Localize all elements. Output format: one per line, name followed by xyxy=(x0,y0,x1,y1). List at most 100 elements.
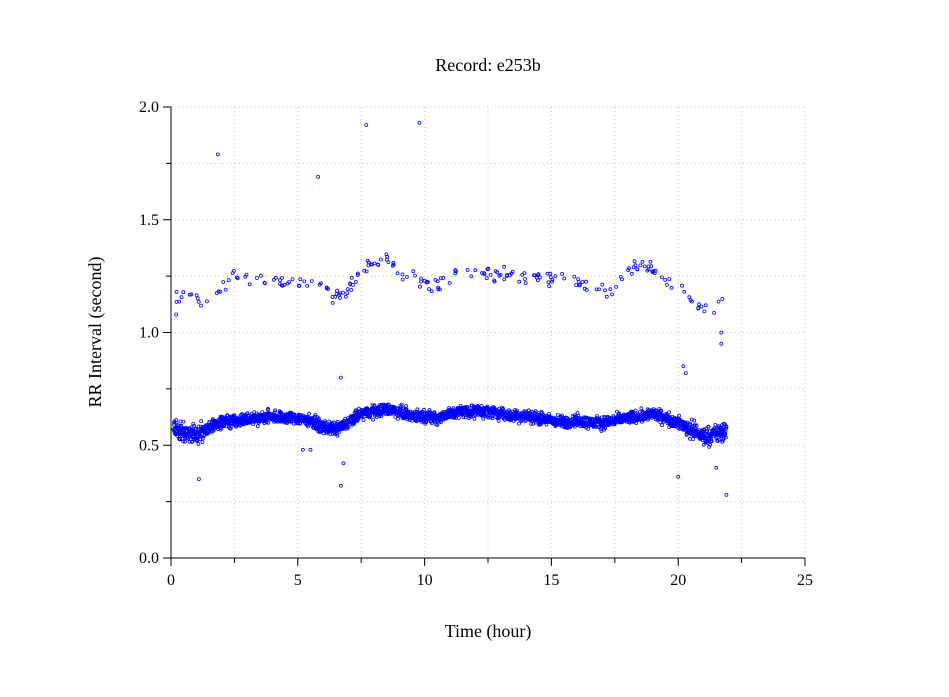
rr-point xyxy=(600,282,605,287)
rr-point xyxy=(497,273,502,278)
y-tick-label: 1.0 xyxy=(139,325,159,342)
rr-point xyxy=(724,492,729,497)
rr-point xyxy=(611,414,616,418)
rr-point xyxy=(255,276,259,280)
rr-point xyxy=(349,275,354,280)
rr-point xyxy=(529,421,534,426)
rr-point xyxy=(218,289,223,294)
rr-point xyxy=(422,411,427,416)
rr-point xyxy=(699,304,704,309)
rr-point xyxy=(724,425,729,430)
rr-point xyxy=(639,406,644,411)
rr-point xyxy=(196,442,201,446)
rr-point xyxy=(333,294,338,299)
rr-point xyxy=(404,404,408,408)
rr-point xyxy=(280,275,284,280)
rr-point xyxy=(469,274,474,279)
rr-point xyxy=(194,293,199,298)
rr-point xyxy=(717,437,722,442)
rr-point xyxy=(436,287,441,292)
rr-point xyxy=(597,287,601,292)
rr-point xyxy=(435,423,440,427)
rr-point xyxy=(485,404,490,409)
rr-point xyxy=(322,427,326,432)
rr-point xyxy=(349,288,354,292)
rr-point xyxy=(238,423,242,428)
rr-point xyxy=(422,407,426,412)
rr-point xyxy=(536,272,541,277)
rr-point xyxy=(652,271,657,276)
rr-point xyxy=(341,290,345,295)
rr-point xyxy=(181,419,186,424)
rr-point xyxy=(364,269,369,274)
rr-point xyxy=(225,413,230,418)
rr-point xyxy=(186,436,191,441)
rr-point xyxy=(690,299,694,304)
rr-point xyxy=(244,272,249,277)
rr-point xyxy=(719,330,724,335)
rr-point xyxy=(472,416,477,421)
x-tick-label: 5 xyxy=(294,572,302,589)
rr-point xyxy=(355,272,360,277)
grid-layer xyxy=(170,106,806,559)
rr-point xyxy=(235,276,240,281)
rr-point xyxy=(419,279,423,284)
rr-point xyxy=(463,404,468,409)
rr-point xyxy=(523,281,528,286)
rr-point xyxy=(547,284,551,289)
rr-point xyxy=(723,429,728,433)
rr-point xyxy=(681,420,686,425)
rr-point xyxy=(720,297,725,301)
rr-point xyxy=(538,275,542,280)
rr-point xyxy=(650,269,655,274)
rr-point xyxy=(260,410,265,415)
rr-point xyxy=(648,259,653,264)
rr-point xyxy=(660,275,664,280)
rr-point xyxy=(709,439,714,444)
rr-point xyxy=(550,279,554,284)
y-tick-label: 1.5 xyxy=(139,212,159,229)
rr-point xyxy=(308,447,313,452)
rr-point xyxy=(646,417,650,422)
data-points-layer xyxy=(171,120,729,497)
rr-point xyxy=(179,295,184,300)
rr-point xyxy=(345,287,350,292)
rr-point xyxy=(225,413,230,418)
rr-point xyxy=(473,268,478,273)
rr-point xyxy=(517,279,522,284)
rr-point xyxy=(271,277,276,282)
rr-point xyxy=(223,287,228,292)
rr-point xyxy=(175,433,180,438)
rr-point xyxy=(378,257,383,262)
rr-point xyxy=(216,289,221,294)
x-tick-label: 0 xyxy=(167,572,175,589)
rr-point xyxy=(632,259,637,264)
rr-point xyxy=(454,269,458,274)
rr-point xyxy=(480,271,484,275)
rr-point xyxy=(665,282,669,287)
rr-point xyxy=(372,261,377,266)
rr-point xyxy=(300,447,305,452)
rr-point xyxy=(427,407,432,412)
rr-point xyxy=(635,267,640,271)
rr-point xyxy=(550,277,555,282)
y-axis-label: RR Interval (second) xyxy=(85,257,106,408)
rr-point xyxy=(580,280,585,284)
rr-point xyxy=(681,364,686,369)
rr-point xyxy=(316,416,321,421)
rr-point xyxy=(222,424,227,429)
rr-point xyxy=(371,417,376,422)
rr-point xyxy=(429,421,434,426)
rr-point xyxy=(179,423,184,428)
rr-point xyxy=(691,437,695,442)
rr-point xyxy=(234,275,239,280)
rr-point xyxy=(404,274,409,279)
rr-point xyxy=(441,275,446,280)
rr-point xyxy=(309,279,314,284)
rr-point xyxy=(536,278,540,283)
rr-point xyxy=(273,408,278,413)
rr-point xyxy=(721,435,726,440)
rr-point xyxy=(326,287,330,291)
rr-point xyxy=(603,426,607,431)
